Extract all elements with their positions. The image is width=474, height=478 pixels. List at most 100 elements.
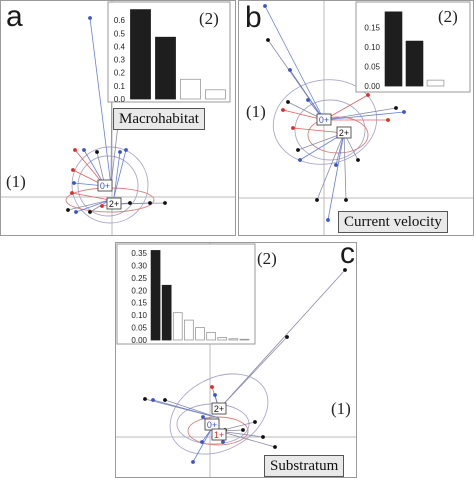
inertia-bar	[228, 338, 239, 341]
y-tick-label: 0.3	[114, 56, 126, 65]
group-label: 2+	[106, 197, 122, 210]
sample-point	[326, 218, 330, 222]
sample-point	[128, 201, 132, 205]
sample-point	[100, 204, 104, 208]
group-label-text: 1+	[214, 430, 224, 440]
sample-point	[315, 198, 319, 202]
sample-point	[344, 198, 348, 202]
panel-a-inset-chart: 0.0 0.1 0.2 0.3 0.4 0.5 0.6	[107, 1, 231, 104]
inertia-bar	[172, 312, 183, 341]
sample-point	[394, 106, 398, 110]
star-line	[327, 132, 345, 221]
group-ellipse	[77, 155, 139, 217]
sample-point	[402, 110, 406, 114]
sample-point	[263, 4, 267, 8]
y-tick-label: 0.4	[114, 42, 126, 51]
y-tick-label: 0.35	[131, 249, 147, 258]
sample-point	[73, 148, 77, 152]
panel-a: 0+ 2+ 0.0 0.1 0.2 0.3 0.4 0.5 0.6 a (1) (2) Mac…	[0, 0, 236, 236]
group-ellipse	[294, 99, 366, 161]
star-line	[292, 127, 345, 134]
sample-point	[72, 181, 76, 185]
panel-b: 0+ 2+ 0.00 0.05 0.10 0.15 b (1) (2) Current …	[238, 0, 474, 236]
star-line	[89, 17, 112, 187]
star-line	[316, 132, 345, 201]
sample-point	[143, 397, 147, 401]
star-line	[71, 192, 111, 201]
star-line	[113, 149, 127, 198]
sample-point	[191, 460, 195, 464]
sample-point	[241, 428, 245, 432]
group-label-text: 0+	[319, 115, 329, 125]
panel-c-inset-chart: 0.00 0.05 0.10 0.15 0.20 0.25 0.30 0.35	[116, 243, 256, 345]
inertia-bar	[130, 9, 151, 100]
group-label: 2+	[211, 402, 227, 415]
panel-b-factor-label: Current velocity	[338, 211, 448, 233]
group-label: 0+	[97, 179, 113, 192]
sample-point	[386, 118, 390, 122]
panel-a-scatter-tag: (1)	[6, 172, 26, 191]
panel-a-letter: a	[6, 0, 23, 33]
sample-point	[70, 191, 74, 195]
y-tick-label: 0.20	[131, 286, 147, 295]
y-tick-label: 0.6	[114, 16, 126, 25]
group-ellipse	[71, 146, 149, 224]
star-line	[113, 151, 121, 198]
y-tick-label: 0.10	[364, 43, 380, 52]
sample-point	[213, 393, 217, 397]
y-tick-label: 0.00	[131, 336, 147, 345]
sample-point	[285, 335, 289, 339]
y-tick-label: 0.15	[131, 299, 147, 308]
y-tick-label: 0.05	[364, 63, 380, 72]
star-line	[152, 399, 220, 419]
star-line	[110, 124, 119, 187]
star-line	[218, 336, 288, 410]
y-tick-label: 0.0	[114, 95, 126, 104]
sample-point	[296, 148, 300, 152]
sample-point	[366, 93, 370, 97]
inertia-bar	[217, 337, 228, 341]
sample-point	[210, 385, 214, 389]
panel-b-inset-chart: 0.00 0.05 0.10 0.15	[355, 1, 471, 93]
star-line	[323, 107, 397, 121]
panel-b-scatter: 0+ 2+	[239, 1, 473, 235]
star-line	[343, 132, 347, 201]
group-ellipse	[307, 116, 369, 154]
star-line	[164, 399, 220, 419]
sample-point	[288, 68, 292, 72]
group-label-text: 2+	[339, 128, 349, 138]
group-label-text: 2+	[109, 199, 119, 209]
sample-point	[163, 398, 167, 402]
sample-point	[148, 201, 152, 205]
y-tick-label: 0.00	[364, 82, 380, 91]
panel-c-scatter-tag: (1)	[331, 399, 351, 418]
inertia-bar	[161, 284, 172, 341]
y-tick-label: 0.10	[131, 311, 147, 320]
star-line	[297, 132, 345, 151]
panel-a-factor-label: Macrohabitat	[113, 108, 205, 130]
sample-point	[118, 150, 122, 154]
sample-point	[343, 268, 347, 272]
inertia-bar	[155, 36, 176, 100]
panel-c-letter: c	[340, 237, 355, 270]
panel-c: 2+ 0+ 1+ 0.00 0.05 0.10 0.15 0.20 0.25 0.30 0.35 …	[115, 237, 357, 478]
panel-c-factor-label: Substratum	[264, 455, 345, 477]
star-line	[289, 69, 325, 121]
star-line	[192, 427, 213, 463]
panel-a-inset-tag: (2)	[199, 9, 219, 28]
star-line	[218, 430, 276, 448]
star-line	[67, 199, 111, 211]
panel-c-scatter: 2+ 0+1+	[116, 243, 356, 477]
inertia-bar	[184, 319, 194, 341]
inertia-bar	[239, 338, 250, 341]
y-tick-label: 0.15	[364, 24, 380, 33]
sample-point	[82, 148, 86, 152]
sample-point	[201, 415, 205, 419]
sample-point	[74, 210, 78, 214]
sample-point	[273, 445, 277, 449]
group-label: 2+	[336, 126, 352, 139]
sample-point	[151, 398, 155, 402]
group-ellipse	[169, 373, 269, 455]
inertia-bar	[405, 40, 424, 87]
y-tick-label: 0.1	[114, 82, 126, 91]
